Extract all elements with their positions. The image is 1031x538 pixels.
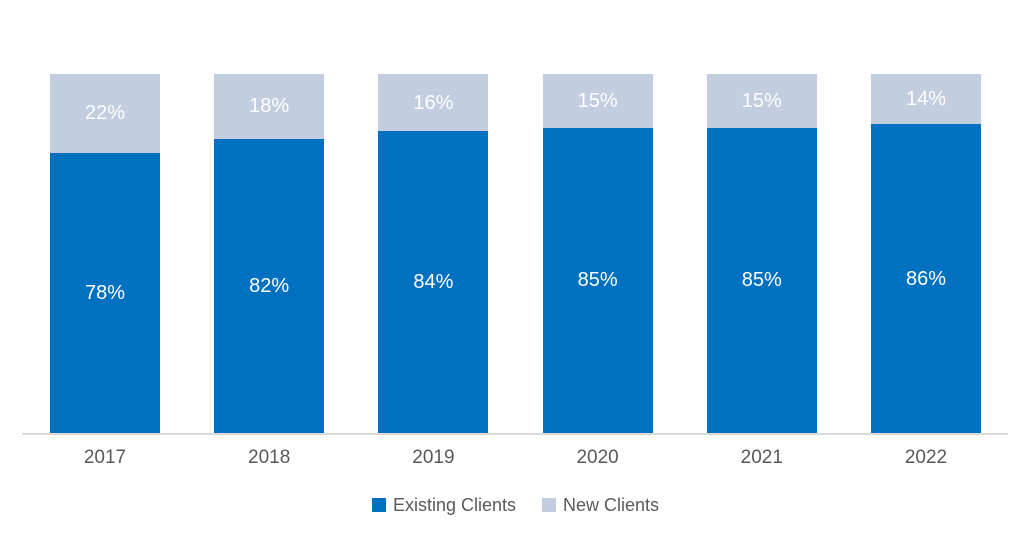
data-label-new-clients-2022: 14% [905, 88, 947, 111]
data-label-new-clients-2017: 22% [84, 102, 126, 125]
x-axis-label-2022: 2022 [904, 447, 948, 468]
x-axis-line [22, 433, 1008, 435]
data-label-existing-clients-2019: 84% [413, 271, 454, 294]
data-label-new-clients-2020: 15% [577, 89, 618, 112]
bar-2018: 18% 82% [214, 74, 325, 433]
bar-segment-existing-clients-2020: 85% [542, 127, 653, 433]
x-axis-label-2019: 2019 [412, 447, 455, 468]
legend-item-new-clients: New Clients [542, 496, 659, 514]
data-label-existing-clients-2022: 86% [905, 267, 947, 290]
bar-segment-new-clients-2020: 15% [542, 74, 653, 128]
data-label-existing-clients-2020: 85% [577, 269, 618, 292]
bar-2017: 22% 78% [50, 74, 160, 433]
bar-segment-new-clients-2019: 16% [378, 74, 489, 132]
data-label-new-clients-2018: 18% [249, 95, 290, 118]
legend-label-existing-clients: Existing Clients [392, 495, 516, 515]
bar-segment-existing-clients-2019: 84% [378, 131, 489, 433]
bar-2021: 15% 85% [706, 74, 817, 433]
bar-2022: 14% 86% [871, 74, 981, 433]
legend-label-new-clients: New Clients [563, 495, 660, 515]
bar-segment-new-clients-2017: 22% [50, 74, 160, 153]
bar-segment-new-clients-2021: 15% [706, 74, 817, 128]
bar-segment-new-clients-2018: 18% [214, 74, 325, 139]
x-axis-label-2020: 2020 [576, 447, 619, 468]
bar-segment-existing-clients-2021: 85% [706, 127, 817, 433]
data-label-existing-clients-2021: 85% [741, 269, 782, 292]
x-axis-label-2017: 2017 [83, 447, 127, 468]
legend-item-existing-clients: Existing Clients [371, 495, 516, 515]
bar-segment-new-clients-2022: 14% [871, 74, 981, 125]
legend-swatch-existing-clients-icon [371, 498, 386, 512]
data-label-new-clients-2021: 15% [741, 89, 782, 112]
bar-segment-existing-clients-2018: 82% [214, 138, 325, 433]
bar-segment-existing-clients-2017: 78% [50, 152, 160, 433]
x-axis-label-2018: 2018 [248, 447, 291, 468]
bar-2020: 15% 85% [542, 74, 653, 433]
x-axis-label-2021: 2021 [740, 447, 783, 468]
data-label-existing-clients-2017: 78% [84, 281, 126, 304]
data-label-existing-clients-2018: 82% [249, 274, 290, 297]
chart-legend: Existing Clients New Clients [0, 496, 1031, 514]
bar-2019: 16% 84% [378, 74, 489, 433]
bar-segment-existing-clients-2022: 86% [871, 124, 981, 433]
legend-swatch-new-clients-icon [542, 498, 556, 512]
data-label-new-clients-2019: 16% [413, 91, 454, 114]
